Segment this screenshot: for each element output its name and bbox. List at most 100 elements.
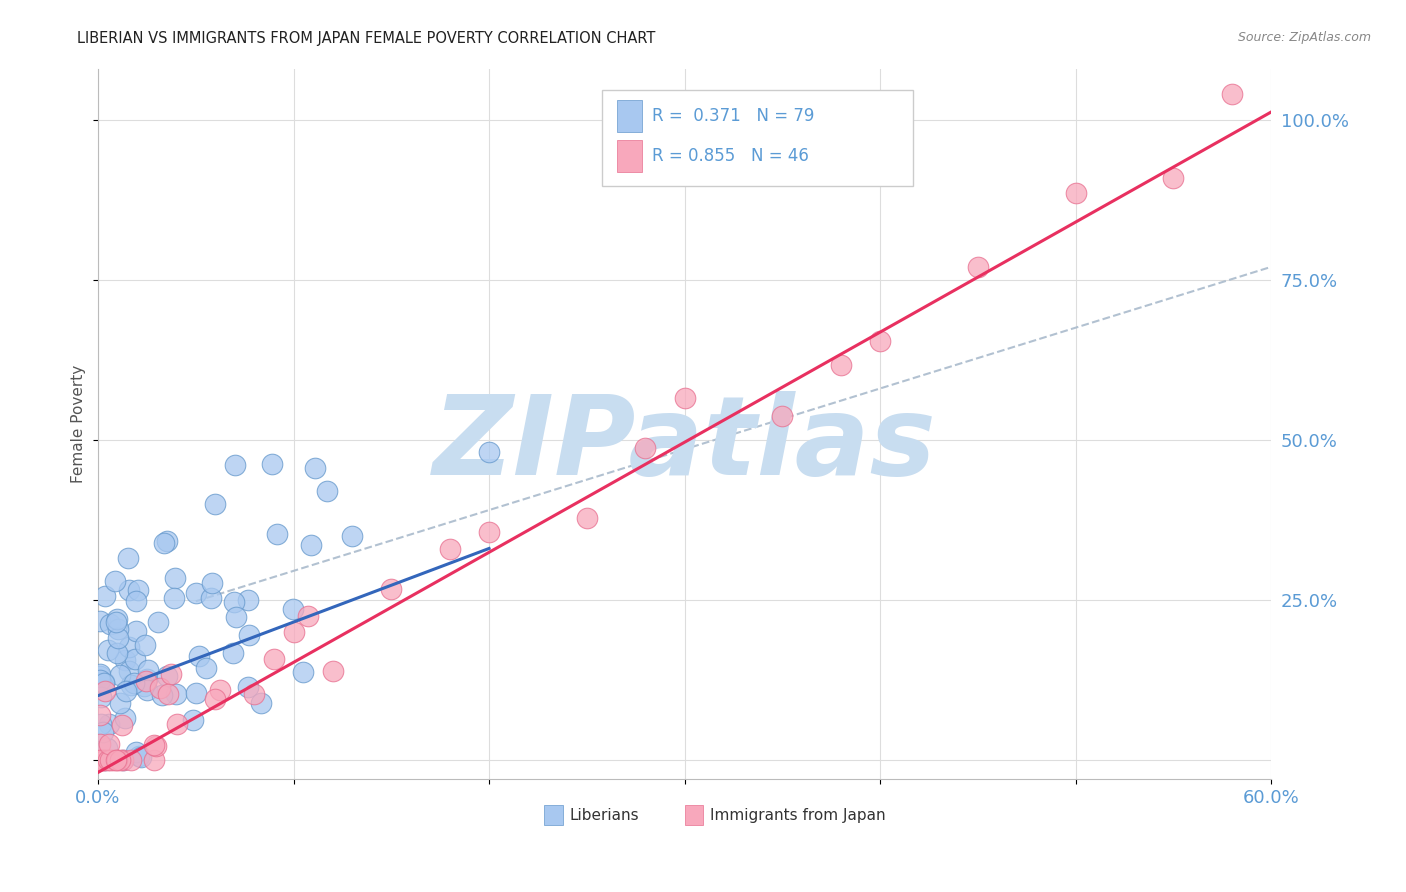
Point <box>149 681 172 696</box>
Point <box>478 445 501 459</box>
Point <box>105 646 128 660</box>
Point <box>114 711 136 725</box>
Point <box>204 497 226 511</box>
Point <box>1064 186 1087 200</box>
Point <box>90 717 112 731</box>
Point <box>110 696 132 710</box>
Point <box>105 612 128 626</box>
Point <box>142 753 165 767</box>
Point <box>134 638 156 652</box>
Point <box>117 551 139 566</box>
Point <box>260 457 283 471</box>
Point <box>97 753 120 767</box>
Point <box>299 538 322 552</box>
Point <box>966 260 988 274</box>
Point <box>380 582 402 597</box>
Point <box>120 678 142 692</box>
Point <box>163 591 186 605</box>
Text: Source: ZipAtlas.com: Source: ZipAtlas.com <box>1237 31 1371 45</box>
Point <box>93 753 115 767</box>
Y-axis label: Female Poverty: Female Poverty <box>72 365 86 483</box>
Point <box>127 582 149 597</box>
Point <box>263 651 285 665</box>
Point <box>160 667 183 681</box>
Point <box>98 737 121 751</box>
Point <box>94 589 117 603</box>
Point <box>125 745 148 759</box>
Point <box>187 648 209 663</box>
Point <box>155 669 177 683</box>
Point <box>156 687 179 701</box>
Point <box>184 585 207 599</box>
Point <box>243 687 266 701</box>
Point <box>439 542 461 557</box>
Point <box>238 680 260 694</box>
Point <box>89 666 111 681</box>
Point <box>673 391 696 405</box>
Point <box>208 683 231 698</box>
Point <box>118 664 141 678</box>
Point <box>105 753 128 767</box>
Point <box>98 716 121 731</box>
Point <box>222 595 245 609</box>
Point <box>1220 87 1243 102</box>
Point <box>166 716 188 731</box>
Point <box>225 609 247 624</box>
Point <box>128 749 150 764</box>
Point <box>111 753 134 767</box>
Point <box>304 460 326 475</box>
Point <box>120 753 142 767</box>
Point <box>98 617 121 632</box>
Point <box>194 661 217 675</box>
Point <box>283 624 305 639</box>
Point <box>93 725 115 739</box>
Point <box>108 668 131 682</box>
Point <box>89 673 111 688</box>
Point <box>575 511 598 525</box>
Point <box>105 615 128 630</box>
Point <box>316 484 339 499</box>
Point <box>236 592 259 607</box>
Point <box>89 753 111 767</box>
Text: Immigrants from Japan: Immigrants from Japan <box>710 807 886 822</box>
Text: R = 0.855   N = 46: R = 0.855 N = 46 <box>652 146 808 164</box>
Point <box>283 602 305 616</box>
Point <box>1163 170 1185 185</box>
Point <box>292 665 315 680</box>
Point <box>89 614 111 628</box>
Point <box>93 676 115 690</box>
Point <box>90 690 112 704</box>
Point <box>266 527 288 541</box>
Point <box>96 741 118 756</box>
Point <box>222 646 245 660</box>
Point <box>114 653 136 667</box>
Point <box>90 753 112 767</box>
Bar <box>685 805 703 825</box>
Point <box>135 682 157 697</box>
Point <box>634 441 657 455</box>
Point <box>107 631 129 645</box>
Point <box>183 713 205 727</box>
Bar <box>544 805 562 825</box>
Text: LIBERIAN VS IMMIGRANTS FROM JAPAN FEMALE POVERTY CORRELATION CHART: LIBERIAN VS IMMIGRANTS FROM JAPAN FEMALE… <box>77 31 655 46</box>
Point <box>143 738 166 752</box>
Point <box>93 674 115 689</box>
Point <box>114 684 136 698</box>
Point <box>830 358 852 372</box>
Text: R =  0.371   N = 79: R = 0.371 N = 79 <box>652 107 814 126</box>
Point <box>184 686 207 700</box>
Point <box>125 594 148 608</box>
Point <box>342 529 364 543</box>
Point <box>322 664 344 678</box>
Point <box>124 652 146 666</box>
Point <box>136 663 159 677</box>
Point <box>201 575 224 590</box>
Text: Liberians: Liberians <box>569 807 640 822</box>
Point <box>105 753 128 767</box>
Point <box>297 608 319 623</box>
Bar <box>617 101 643 132</box>
Point <box>108 753 131 767</box>
Point <box>478 525 501 540</box>
Point <box>770 409 793 423</box>
Point <box>156 533 179 548</box>
